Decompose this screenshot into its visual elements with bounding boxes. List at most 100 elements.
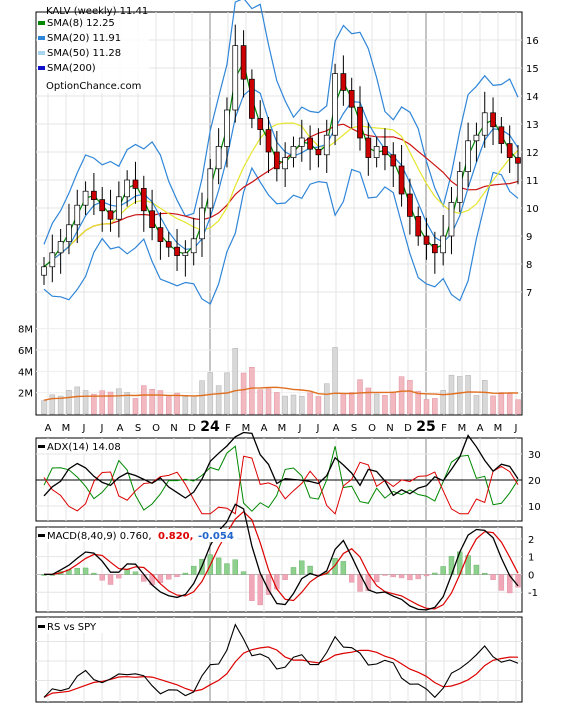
volume-bar: [382, 394, 388, 415]
adx-line: [43, 431, 519, 499]
volume-bar: [515, 399, 521, 415]
candle-up: [456, 171, 463, 203]
candle-up: [290, 146, 297, 158]
adx-label-swatch: [38, 445, 45, 448]
x-tick-label: A: [45, 423, 52, 434]
x-tick-label: J: [298, 423, 302, 434]
legend-entry: SMA(50) 11.28: [47, 48, 121, 59]
volume-bar: [232, 348, 239, 415]
macd-tick-label: -1: [528, 588, 538, 599]
macd-histogram-bar: [240, 571, 247, 575]
x-tick-label: D: [404, 423, 412, 434]
candle-down: [490, 112, 496, 128]
volume-bar: [116, 388, 122, 415]
sma50-line: [43, 122, 519, 268]
candle-up: [49, 252, 56, 268]
macd-hist-label: -0.054: [198, 531, 234, 542]
volume-bar: [124, 392, 130, 415]
volume-bar: [348, 392, 355, 415]
macd-signal-label: 0.820,: [158, 531, 193, 542]
candle-down: [423, 235, 430, 245]
macd-histogram-bar: [332, 558, 338, 575]
candle-up: [82, 190, 89, 206]
candle-down: [174, 246, 180, 256]
macd-histogram-bar: [249, 574, 255, 601]
macd-histogram-bar: [440, 566, 446, 575]
volume-tick-label: 8M: [18, 325, 33, 336]
candle-up: [282, 157, 289, 170]
volume-bar: [91, 393, 97, 415]
volume-bar: [49, 394, 56, 415]
x-tick-label: N: [170, 423, 177, 434]
rs-panel: [35, 616, 523, 703]
candle-up: [41, 266, 47, 276]
rs-line: [43, 623, 519, 699]
candle-down: [157, 227, 164, 242]
volume-bar: [66, 390, 72, 415]
x-tick-label: F: [441, 423, 447, 434]
volume-bar: [432, 398, 438, 415]
legend-swatch: [38, 66, 45, 70]
macd-histogram-bar: [432, 572, 438, 575]
macd-histogram-bar: [224, 563, 230, 575]
candle-up: [448, 202, 455, 237]
volume-bar: [415, 390, 421, 415]
adx-tick-label: 30: [528, 450, 541, 461]
macd-tick-label: 0: [528, 570, 534, 581]
x-tick-label: M: [62, 423, 71, 434]
bollinger-upper: [43, 0, 519, 245]
candle-up: [124, 179, 131, 198]
macd-tick-label: 2: [528, 535, 534, 546]
price-candles: [41, 24, 521, 285]
macd-histogram-bar: [232, 559, 238, 575]
x-tick-label: F: [225, 423, 231, 434]
macd-histogram-bar: [423, 574, 430, 577]
x-tick-label: S: [135, 423, 141, 434]
macd-line: [44, 503, 519, 611]
macd-histogram-bar: [82, 567, 89, 575]
candle-down: [249, 78, 255, 119]
rs-label-swatch: [38, 625, 45, 628]
macd-histogram-bar: [166, 574, 172, 580]
candle-up: [66, 224, 72, 242]
volume-bar: [440, 390, 446, 415]
candle-up: [473, 134, 480, 142]
legend: SMA(8) 12.25 SMA(20) 11.91 SMA(50) 11.28 SM…: [38, 18, 121, 74]
macd-histogram-bar: [415, 574, 421, 580]
volume-bar: [107, 391, 114, 415]
plus-di-line: [43, 445, 519, 512]
candle-down: [165, 241, 172, 248]
macd-label: MACD(8,40,9) 0.760,: [47, 531, 152, 542]
macd-histogram-bar: [390, 574, 396, 578]
legend-entry: SMA(8) 12.25: [47, 18, 115, 29]
macd-histogram-bar: [290, 567, 297, 575]
price-panel: [35, 11, 523, 416]
legend-box: [37, 13, 149, 93]
x-tick-label: J: [100, 423, 104, 434]
volume-bar: [249, 367, 255, 415]
macd-histogram-bar: [190, 565, 197, 575]
volume-bar: [473, 395, 480, 415]
macd-histogram-bar: [340, 561, 347, 575]
macd-histogram-bar: [257, 574, 263, 606]
price-tick-label: 16: [526, 36, 539, 47]
volume-bar: [323, 383, 330, 415]
volume-tick-label: 2M: [18, 389, 33, 400]
sma20-line: [43, 87, 519, 268]
macd-histogram-bar: [107, 574, 114, 585]
volume-bar: [457, 376, 463, 415]
volume-bar: [373, 393, 380, 415]
macd-histogram-bar: [274, 574, 280, 590]
volume-bar: [274, 392, 280, 415]
candle-up: [182, 252, 189, 256]
rs-average-line: [43, 646, 519, 698]
candle-down: [132, 179, 139, 189]
volume-bar: [332, 347, 338, 415]
legend-swatch: [38, 21, 45, 25]
candle-up: [207, 168, 214, 209]
candle-down: [340, 73, 347, 91]
x-tick-label: N: [386, 423, 393, 434]
candle-down: [348, 90, 355, 108]
price-tick-label: 12: [526, 148, 539, 159]
